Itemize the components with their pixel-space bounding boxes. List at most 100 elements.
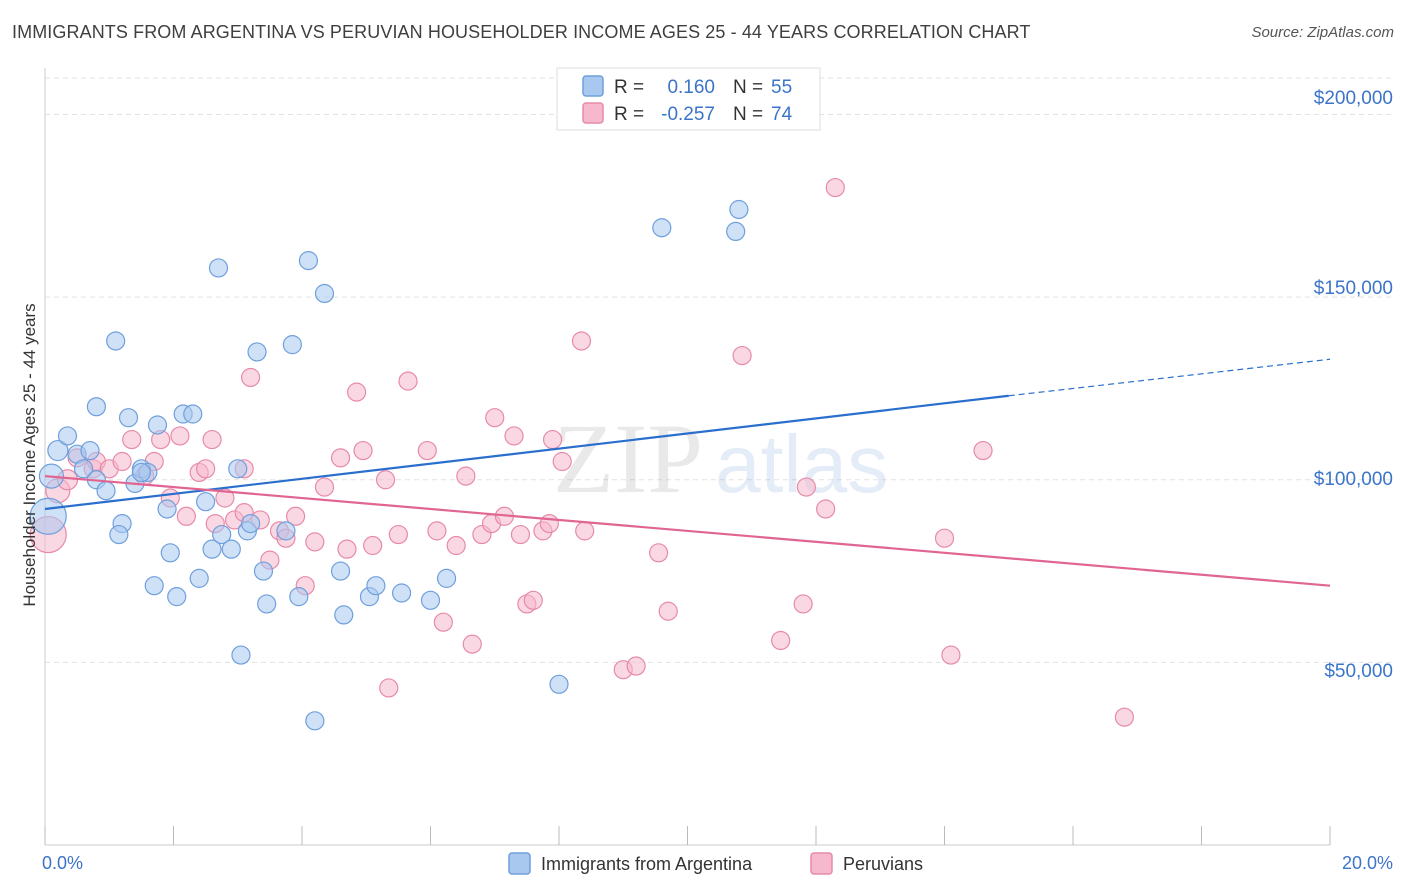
peruvians-point-32 — [330, 448, 351, 468]
peruvians-point-23 — [241, 367, 261, 388]
argentina-point-51 — [652, 218, 672, 238]
peruvians-point-35 — [353, 440, 373, 461]
peruvians-point-49 — [485, 408, 505, 428]
argentina-point-38 — [282, 335, 302, 355]
trend-line-peruvians — [44, 475, 1331, 587]
y-tick-label-150000: $150,000 — [1314, 278, 1393, 299]
argentina-point-27 — [208, 258, 229, 278]
legend-r-value-peruvians: -0.257 — [661, 104, 715, 125]
peruvians-point-70 — [825, 177, 845, 198]
argentina-point-19 — [160, 543, 180, 563]
argentina-point-11 — [118, 408, 139, 428]
peruvians-point-16 — [196, 459, 216, 479]
peruvians-point-39 — [388, 524, 408, 545]
peruvians-point-54 — [523, 590, 543, 610]
argentina-point-25 — [196, 492, 216, 512]
y-tick-label-100000: $100,000 — [1314, 469, 1393, 490]
peruvians-point-8 — [122, 429, 142, 450]
peruvians-point-28 — [285, 506, 306, 526]
legend-r-value-argentina: 0.160 — [667, 77, 715, 98]
legend: R = 0.160 N = 55 R = -0.257 N = 74 — [556, 67, 821, 131]
peruvians-point-42 — [427, 521, 447, 541]
peruvians-point-57 — [542, 429, 563, 450]
peruvians-point-58 — [552, 451, 572, 472]
y-tick-label-200000: $200,000 — [1314, 88, 1393, 109]
axes — [44, 68, 1331, 846]
argentina-point-6 — [73, 459, 94, 479]
argentina-point-18 — [157, 499, 177, 519]
argentina-point-30 — [228, 459, 248, 479]
peruvians-point-36 — [363, 535, 383, 556]
series-argentina-points — [29, 199, 749, 731]
argentina-point-8 — [96, 481, 116, 501]
peruvians-point-37 — [375, 470, 396, 490]
argentina-point-3 — [57, 426, 78, 446]
peruvians-point-44 — [446, 535, 466, 556]
argentina-point-21 — [167, 587, 187, 607]
argentina-point-24 — [189, 568, 209, 588]
peruvians-point-62 — [626, 656, 646, 676]
argentina-point-52 — [726, 221, 746, 241]
argentina-point-35 — [253, 561, 274, 581]
bottom-legend-swatch-peruvians — [810, 852, 833, 875]
legend-swatch-argentina — [582, 75, 604, 97]
argentina-point-33 — [241, 513, 261, 534]
peruvians-point-31 — [314, 477, 335, 497]
argentina-point-47 — [391, 583, 412, 603]
peruvians-point-65 — [732, 345, 752, 366]
argentina-point-48 — [420, 590, 441, 610]
legend-r-label-argentina: R = — [614, 77, 644, 98]
argentina-point-28 — [212, 524, 232, 545]
argentina-point-41 — [305, 711, 325, 731]
bottom-legend-label-peruvians: Peruvians — [843, 854, 923, 874]
legend-n-label-peruvians: N = — [733, 104, 763, 125]
peruvians-point-68 — [796, 477, 816, 497]
peruvians-point-71 — [934, 528, 955, 548]
argentina-point-2 — [47, 439, 69, 462]
bottom-legend: Immigrants from Argentina Peruvians — [508, 852, 923, 875]
peruvians-point-7 — [112, 451, 132, 472]
peruvians-point-40 — [398, 371, 418, 391]
peruvians-point-59 — [571, 331, 592, 351]
watermark-zip: ZIP — [553, 403, 703, 514]
x-tick-label-min: 0.0% — [42, 853, 83, 873]
argentina-point-39 — [289, 587, 309, 607]
argentina-point-53 — [729, 199, 749, 220]
argentina-point-10 — [106, 331, 126, 351]
argentina-point-26 — [202, 539, 222, 559]
peruvians-point-41 — [417, 440, 437, 461]
peruvians-point-56 — [539, 513, 559, 534]
peruvians-point-38 — [379, 678, 399, 698]
peruvians-point-46 — [462, 634, 482, 654]
trend-lines — [44, 358, 1331, 587]
argentina-point-46 — [366, 576, 386, 596]
argentina-point-37 — [276, 521, 296, 541]
argentina-point-40 — [298, 251, 319, 271]
chart-source: Source: ZipAtlas.com — [1251, 24, 1394, 41]
argentina-point-49 — [436, 568, 457, 588]
peruvians-point-52 — [510, 524, 531, 545]
argentina-point-31 — [231, 645, 251, 665]
argentina-point-36 — [257, 594, 277, 614]
legend-n-value-peruvians: 74 — [771, 104, 793, 125]
peruvians-point-69 — [816, 499, 836, 519]
trend-line-argentina-extension — [1008, 358, 1331, 397]
argentina-point-9 — [86, 397, 107, 417]
y-tick-label-50000: $50,000 — [1324, 661, 1393, 682]
peruvians-point-51 — [504, 426, 524, 446]
argentina-point-34 — [247, 342, 267, 362]
y-tick-labels: $50,000 $100,000 $150,000 $200,000 — [1314, 88, 1393, 682]
argentina-point-42 — [314, 283, 335, 304]
argentina-point-43 — [330, 561, 351, 581]
x-tick-labels: 0.0% 20.0% — [42, 853, 1393, 873]
watermark-atlas: atlas — [715, 419, 888, 510]
peruvians-point-66 — [771, 630, 791, 651]
argentina-point-17 — [147, 415, 168, 435]
legend-n-label-argentina: N = — [733, 77, 763, 98]
peruvians-point-64 — [658, 601, 678, 621]
peruvians-point-30 — [305, 532, 325, 552]
peruvians-point-74 — [1114, 707, 1135, 727]
legend-swatch-peruvians — [582, 102, 604, 124]
argentina-point-44 — [334, 605, 354, 625]
argentina-point-13 — [109, 524, 129, 545]
